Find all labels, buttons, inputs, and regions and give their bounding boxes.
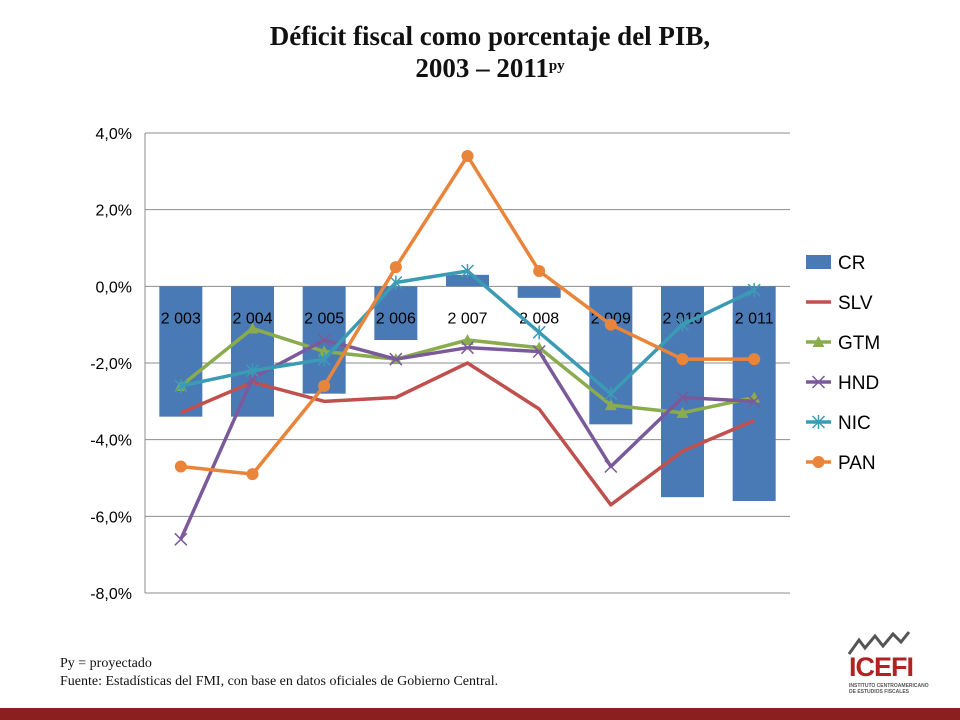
series-slv: [180, 361, 755, 507]
bottom-bar: [0, 708, 960, 720]
point-gtm: [461, 334, 474, 345]
legend-item-nic: NIC: [806, 413, 871, 434]
title-line-2: 2003 – 2011py: [0, 52, 960, 84]
legend-label-hnd: HND: [838, 373, 879, 394]
point-nic: [389, 275, 403, 290]
legend-label-gtm: GTM: [838, 333, 880, 354]
point-pan: [246, 468, 259, 481]
point-pan: [461, 150, 474, 162]
legend-marker-nic: [811, 415, 826, 429]
point-pan: [748, 353, 761, 366]
point-nic: [317, 352, 331, 367]
legend-label-cr: CR: [838, 253, 865, 274]
note-projected: Py = proyectado: [60, 656, 152, 671]
y-tick-label: -4,0%: [90, 433, 132, 450]
point-nic: [460, 264, 475, 278]
point-hnd: [747, 394, 761, 408]
legend-item-slv: SLV: [806, 293, 873, 314]
line-series: [174, 150, 761, 546]
y-tick-label: 0,0%: [96, 279, 132, 296]
point-nic: [245, 363, 260, 378]
y-tick-label: -6,0%: [90, 509, 132, 526]
line-slv: [180, 361, 755, 507]
legend: CR SLV GTM HND NIC PAN: [806, 253, 880, 474]
legend-item-gtm: GTM: [806, 333, 880, 354]
logo-text: ICEFI: [849, 652, 914, 682]
point-pan: [318, 380, 331, 392]
point-nic: [604, 386, 618, 401]
bar-cr: [517, 286, 561, 298]
y-tick-label: -8,0%: [90, 586, 132, 603]
y-tick-label: -2,0%: [90, 356, 132, 373]
point-hnd: [389, 352, 403, 366]
x-tick-label: 2 003: [161, 310, 201, 327]
point-hnd: [604, 459, 618, 474]
point-nic: [747, 283, 761, 298]
legend-label-pan: PAN: [838, 453, 876, 474]
bar-series-cr: [159, 274, 776, 501]
y-axis: 4,0% 2,0% 0,0% -2,0% -4,0% -6,0% -8,0%: [90, 126, 146, 603]
logo-mountain-icon: [847, 631, 911, 655]
point-nic: [174, 379, 188, 393]
point-pan: [174, 460, 187, 473]
point-gtm: [246, 322, 259, 334]
footnotes: Py = proyectado Fuente: Estadísticas del…: [60, 655, 498, 691]
x-tick-label: 2 011: [735, 310, 774, 327]
x-tick-label: 2 006: [376, 310, 416, 327]
point-hnd: [460, 341, 475, 355]
legend-label-slv: SLV: [838, 293, 873, 314]
legend-swatch-cr: [806, 255, 831, 269]
legend-item-hnd: HND: [806, 373, 879, 394]
bar-cr: [231, 286, 274, 417]
logo-subtext: INSTITUTO CENTROAMERICANO DE ESTUDIOS FI…: [849, 683, 929, 695]
bar-cr: [159, 286, 203, 417]
legend-item-cr: CR: [806, 253, 865, 274]
point-hnd: [317, 333, 331, 347]
bar-cr: [446, 274, 489, 287]
legend-label-nic: NIC: [838, 413, 871, 434]
series-pan: [174, 150, 761, 481]
title-superscript: py: [548, 58, 565, 74]
point-hnd: [174, 532, 188, 546]
legend-marker-gtm: [812, 336, 825, 347]
point-hnd: [532, 344, 546, 359]
x-tick-label: 2 007: [447, 310, 487, 327]
chart-title: Déficit fiscal como porcentaje del PIB, …: [0, 20, 960, 84]
legend-item-pan: PAN: [806, 453, 876, 474]
y-tick-label: 2,0%: [96, 203, 132, 220]
x-tick-label: 2 004: [232, 310, 272, 327]
point-gtm: [676, 406, 689, 418]
title-years: 2003 – 2011: [415, 53, 549, 83]
point-pan: [533, 265, 546, 277]
point-pan: [604, 318, 617, 331]
x-tick-label: 2 005: [304, 310, 344, 327]
note-source: Fuente: Estadísticas del FMI, con base e…: [60, 674, 499, 689]
legend-marker-hnd: [811, 375, 826, 389]
point-gtm: [604, 399, 617, 411]
point-hnd: [675, 390, 690, 405]
point-pan: [389, 261, 402, 274]
point-nic: [675, 317, 690, 332]
y-tick-label: 4,0%: [96, 126, 132, 143]
legend-marker-pan: [812, 456, 825, 468]
point-nic: [532, 325, 546, 340]
point-pan: [676, 353, 689, 366]
title-line-1: Déficit fiscal como porcentaje del PIB,: [269, 21, 711, 51]
icefi-logo: ICEFI INSTITUTO CENTROAMERICANO DE ESTUD…: [835, 628, 945, 708]
